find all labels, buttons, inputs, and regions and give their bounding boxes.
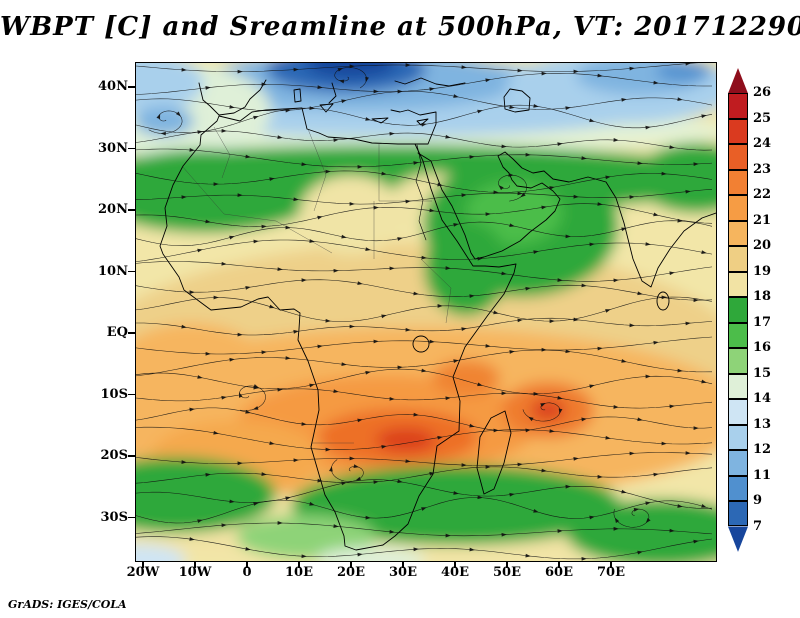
lat-tick-label: EQ — [106, 325, 128, 340]
lon-tick-mark — [402, 561, 404, 568]
lon-tick-mark — [194, 561, 196, 568]
plot-title: WBPT [C] and Sreamline at 500hPa, VT: 20… — [0, 12, 800, 42]
colorbar-tick-label: 16 — [753, 340, 772, 356]
lat-tick-mark — [128, 86, 135, 88]
lon-tick-label: 40E — [441, 565, 469, 580]
colorbar-tick-label: 24 — [753, 136, 772, 152]
lat-tick-label: 10N — [98, 263, 128, 279]
colorbar-cell — [728, 373, 748, 400]
lon-tick-mark — [350, 561, 352, 568]
lat-tick-label: 10S — [100, 386, 128, 402]
coastline-layer — [159, 77, 716, 551]
borders-layer — [181, 126, 452, 444]
colorbar-tick-label: 18 — [753, 289, 772, 305]
lat-tick-mark — [128, 209, 135, 211]
colorbar-tick-label: 14 — [753, 391, 772, 407]
lat-tick-mark — [128, 393, 135, 396]
lon-tick-label: 0 — [242, 565, 252, 580]
colorbar-cell — [728, 68, 748, 94]
lon-tick-mark — [558, 561, 560, 568]
colorbar-cell — [728, 526, 748, 552]
map-frame — [135, 62, 717, 562]
lat-tick-label: 30N — [98, 140, 128, 156]
lat-tick-mark — [128, 455, 135, 457]
colorbar-tick-label: 21 — [753, 212, 772, 228]
colorbar-tick-label: 15 — [753, 365, 772, 381]
colorbar-cell — [728, 144, 748, 170]
colorbar-cell — [728, 297, 748, 323]
colorbar-cell — [728, 93, 748, 119]
colorbar-tick-label: 23 — [753, 161, 772, 177]
colorbar-cell — [728, 220, 748, 247]
lon-tick-label: 10W — [178, 565, 212, 580]
colorbar-cell — [728, 169, 748, 196]
lon-tick-mark — [610, 561, 612, 568]
map-canvas — [136, 63, 716, 561]
lon-tick-mark — [506, 561, 508, 568]
colorbar-cell — [728, 424, 748, 451]
colorbar-cell — [728, 322, 748, 349]
colorbar-cell — [728, 246, 748, 272]
colorbar-tick-label: 11 — [753, 467, 772, 483]
colorbar-tick-label: 7 — [753, 518, 763, 534]
lon-tick-label: 70E — [597, 565, 625, 580]
lon-tick-label: 10E — [285, 565, 313, 580]
colorbar-tick-label: 20 — [753, 238, 772, 254]
lat-tick-mark — [128, 147, 135, 150]
colorbar-cell — [728, 475, 748, 501]
shading-layer — [136, 63, 716, 561]
lat-tick-label: 40N — [98, 79, 128, 94]
lat-tick-label: 30S — [100, 509, 128, 525]
streamlines-layer — [136, 63, 713, 561]
colorbar-tick-label: 17 — [753, 314, 772, 330]
lon-tick-label: 30E — [389, 565, 417, 580]
colorbar-cell — [728, 271, 748, 298]
lon-tick-mark — [298, 561, 300, 568]
colorbar-cell — [728, 399, 748, 425]
lon-tick-mark — [142, 561, 144, 568]
colorbar-cell — [728, 348, 748, 374]
colorbar-cell — [728, 195, 748, 221]
colorbar-tick-label: 12 — [753, 442, 772, 458]
colorbar — [728, 68, 748, 552]
colorbar-tick-label: 26 — [753, 85, 772, 101]
lat-tick-label: 20S — [100, 448, 128, 463]
colorbar-tick-label: 9 — [753, 493, 763, 509]
lon-tick-label: 60E — [545, 565, 573, 580]
colorbar-tick-label: 19 — [753, 263, 772, 279]
lon-tick-label: 50E — [493, 565, 521, 580]
lat-tick-mark — [128, 516, 135, 519]
lon-tick-label: 20W — [126, 565, 160, 580]
lon-tick-mark — [246, 561, 248, 568]
colorbar-tick-label: 13 — [753, 416, 772, 432]
lon-tick-mark — [454, 561, 456, 568]
lat-tick-mark — [128, 332, 135, 334]
colorbar-cell — [728, 118, 748, 145]
lat-tick-label: 20N — [98, 202, 128, 217]
colorbar-tick-label: 25 — [753, 110, 772, 126]
colorbar-tick-label: 22 — [753, 187, 772, 203]
colorbar-cell — [728, 500, 748, 527]
credit: GrADS: IGES/COLA — [8, 598, 127, 611]
lon-tick-label: 20E — [337, 565, 365, 580]
colorbar-cell — [728, 450, 748, 476]
lat-tick-mark — [128, 270, 135, 273]
